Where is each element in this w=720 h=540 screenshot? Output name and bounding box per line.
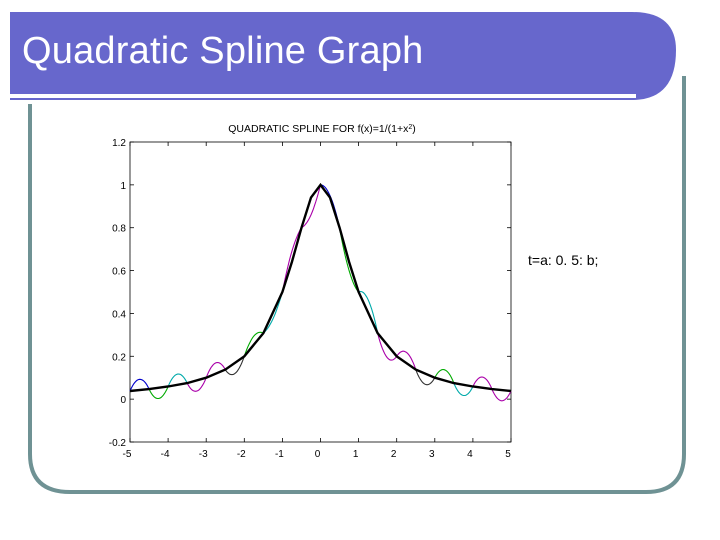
spline-segment (301, 184, 322, 229)
y-tick-label: 0 (120, 395, 126, 406)
spline-segment (415, 369, 436, 386)
x-tick-label: 3 (429, 449, 435, 460)
series-line-function (129, 182, 512, 393)
y-tick-label: 0.8 (112, 224, 126, 235)
x-tick-label: 1 (353, 449, 359, 460)
x-tick-label: -5 (123, 449, 132, 460)
x-axis: -5 -4 -3 -2 -1 0 1 2 3 4 5 (123, 142, 512, 460)
spline-segment (263, 291, 283, 334)
spline-segment (281, 227, 302, 293)
spline-segment (224, 356, 245, 376)
y-tick-label: 0.6 (112, 267, 126, 278)
spline-segment (491, 388, 512, 402)
y-tick-label: 1 (120, 181, 126, 192)
spline-segment (243, 331, 264, 357)
spline-segment (377, 332, 398, 361)
spline-segments (129, 184, 512, 402)
spline-segment (339, 227, 360, 293)
spacing-note: t=a: 0. 5: b; (528, 252, 599, 268)
plot-area (129, 141, 512, 443)
spline-segment (396, 350, 417, 370)
y-axis: -0.2 0 0.2 0.4 0.6 0.8 1 1.2 (109, 138, 511, 449)
spline-segment (358, 290, 379, 334)
y-tick-label: 0.4 (112, 309, 126, 320)
content-border (28, 76, 686, 494)
x-tick-label: 4 (467, 449, 473, 460)
spline-segment (205, 362, 226, 378)
spline-segment (148, 386, 169, 400)
y-tick-label: 0.2 (112, 352, 126, 363)
x-tick-label: -4 (161, 449, 170, 460)
x-tick-label: -2 (237, 449, 246, 460)
spline-segment (129, 378, 150, 392)
y-tick-label: 1.2 (112, 138, 126, 149)
y-tick-label: -0.2 (109, 438, 127, 449)
x-tick-label: -3 (199, 449, 208, 460)
spline-segment (472, 376, 493, 390)
spline-segment (434, 368, 455, 384)
chart-title: QUADRATIC SPLINE FOR f(x)=1/(1+x2) (228, 123, 416, 135)
spline-segment (167, 373, 188, 387)
spline-segment (186, 377, 207, 392)
slide-title: Quadratic Spline Graph (22, 30, 424, 72)
x-tick-label: -1 (275, 449, 284, 460)
spline-segment (453, 382, 474, 397)
x-tick-label: 2 (391, 449, 397, 460)
x-tick-label: 0 (315, 449, 321, 460)
title-banner (10, 12, 676, 100)
x-tick-label: 5 (505, 449, 511, 460)
